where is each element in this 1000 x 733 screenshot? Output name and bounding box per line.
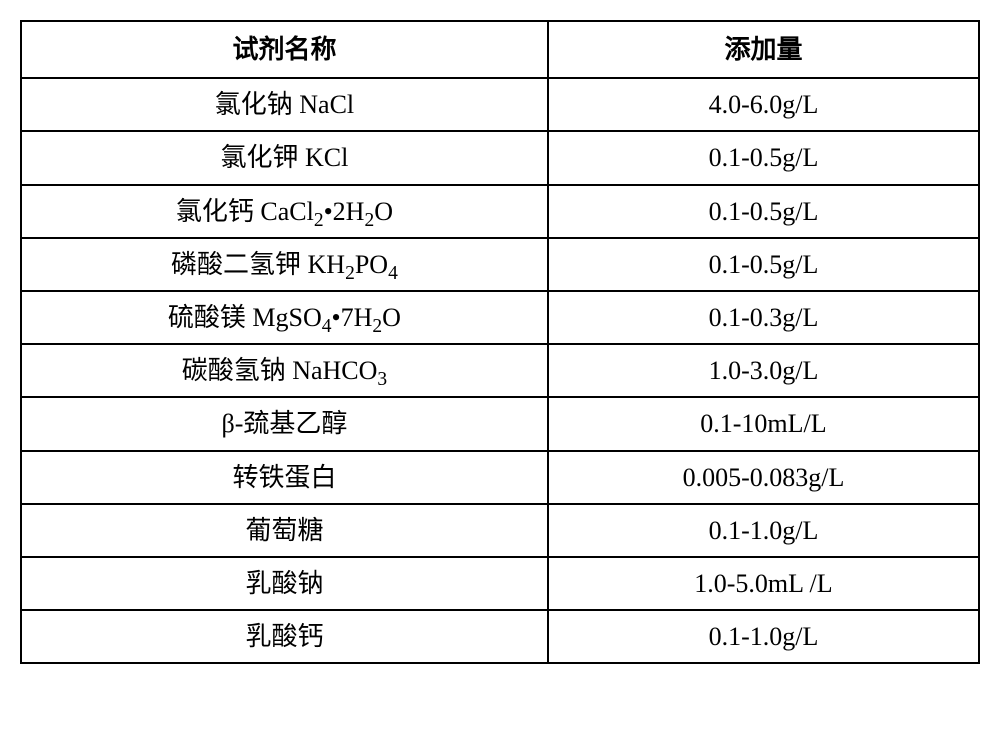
cell-reagent-name: 硫酸镁 MgSO4•7H2O [21, 291, 548, 344]
table-row: 氯化钾 KCl 0.1-0.5g/L [21, 131, 979, 184]
cell-reagent-amount: 4.0-6.0g/L [548, 78, 979, 131]
cell-reagent-amount: 0.1-1.0g/L [548, 610, 979, 663]
cell-reagent-name: β-巯基乙醇 [21, 397, 548, 450]
cell-reagent-amount: 0.1-10mL/L [548, 397, 979, 450]
table-row: 转铁蛋白 0.005-0.083g/L [21, 451, 979, 504]
cell-reagent-name: 乳酸钙 [21, 610, 548, 663]
cell-reagent-name: 乳酸钠 [21, 557, 548, 610]
table-row: 硫酸镁 MgSO4•7H2O 0.1-0.3g/L [21, 291, 979, 344]
cell-reagent-amount: 1.0-3.0g/L [548, 344, 979, 397]
reagent-table-container: 试剂名称 添加量 氯化钠 NaCl 4.0-6.0g/L 氯化钾 KCl 0.1… [20, 20, 980, 664]
reagent-table: 试剂名称 添加量 氯化钠 NaCl 4.0-6.0g/L 氯化钾 KCl 0.1… [20, 20, 980, 664]
cell-reagent-amount: 0.1-0.3g/L [548, 291, 979, 344]
table-row: 氯化钠 NaCl 4.0-6.0g/L [21, 78, 979, 131]
table-header-row: 试剂名称 添加量 [21, 21, 979, 78]
cell-reagent-amount: 0.005-0.083g/L [548, 451, 979, 504]
table-row: β-巯基乙醇 0.1-10mL/L [21, 397, 979, 450]
table-row: 葡萄糖 0.1-1.0g/L [21, 504, 979, 557]
table-body: 氯化钠 NaCl 4.0-6.0g/L 氯化钾 KCl 0.1-0.5g/L 氯… [21, 78, 979, 663]
cell-reagent-amount: 0.1-0.5g/L [548, 185, 979, 238]
cell-reagent-amount: 0.1-0.5g/L [548, 238, 979, 291]
cell-reagent-name: 氯化钙 CaCl2•2H2O [21, 185, 548, 238]
cell-reagent-amount: 1.0-5.0mL /L [548, 557, 979, 610]
cell-reagent-name: 氯化钾 KCl [21, 131, 548, 184]
cell-reagent-name: 磷酸二氢钾 KH2PO4 [21, 238, 548, 291]
cell-reagent-name: 氯化钠 NaCl [21, 78, 548, 131]
cell-reagent-amount: 0.1-1.0g/L [548, 504, 979, 557]
column-header-amount: 添加量 [548, 21, 979, 78]
column-header-name: 试剂名称 [21, 21, 548, 78]
cell-reagent-name: 碳酸氢钠 NaHCO3 [21, 344, 548, 397]
cell-reagent-name: 葡萄糖 [21, 504, 548, 557]
cell-reagent-name: 转铁蛋白 [21, 451, 548, 504]
cell-reagent-amount: 0.1-0.5g/L [548, 131, 979, 184]
table-row: 乳酸钙 0.1-1.0g/L [21, 610, 979, 663]
table-row: 碳酸氢钠 NaHCO3 1.0-3.0g/L [21, 344, 979, 397]
table-row: 乳酸钠 1.0-5.0mL /L [21, 557, 979, 610]
table-row: 磷酸二氢钾 KH2PO4 0.1-0.5g/L [21, 238, 979, 291]
table-row: 氯化钙 CaCl2•2H2O 0.1-0.5g/L [21, 185, 979, 238]
